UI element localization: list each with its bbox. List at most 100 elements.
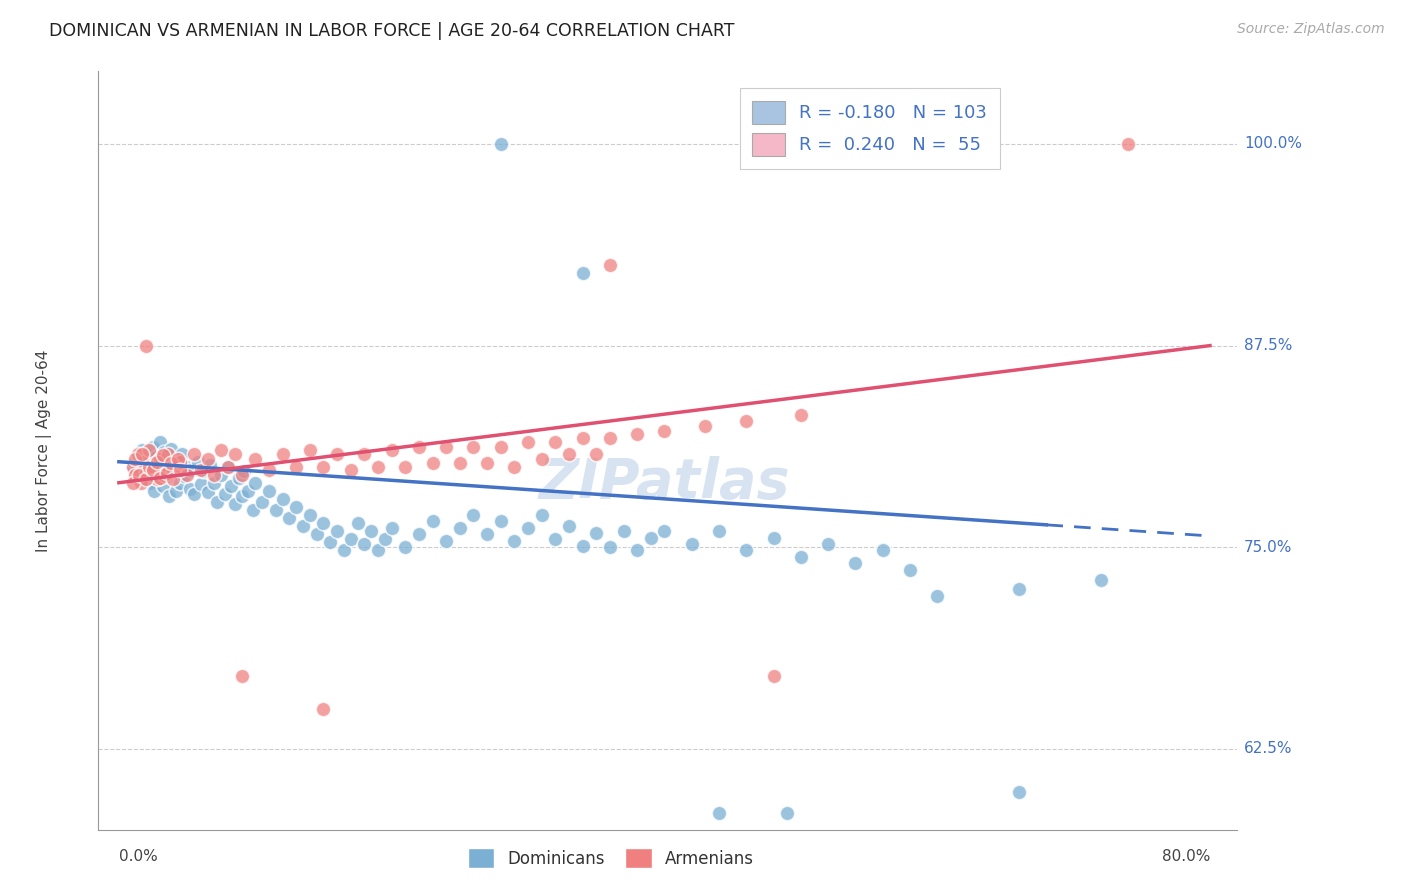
Point: [463, 508, 485, 522]
Point: [124, 467, 146, 482]
Point: [434, 533, 457, 548]
Point: [145, 450, 167, 464]
Point: [180, 463, 202, 477]
Point: [257, 483, 280, 498]
Point: [125, 463, 148, 477]
Point: [707, 524, 730, 538]
Point: [183, 487, 205, 501]
Point: [238, 483, 260, 498]
Point: [202, 475, 225, 490]
Point: [179, 482, 201, 496]
Point: [285, 459, 308, 474]
Point: [762, 669, 785, 683]
Point: [339, 463, 361, 477]
Point: [374, 532, 396, 546]
Point: [1090, 573, 1112, 587]
Point: [654, 424, 676, 438]
Point: [176, 459, 198, 474]
Point: [463, 440, 485, 454]
Legend: Dominicans, Armenians: Dominicans, Armenians: [461, 842, 761, 874]
Point: [626, 543, 648, 558]
Point: [654, 524, 676, 538]
Point: [159, 456, 181, 470]
Point: [475, 527, 498, 541]
Point: [135, 338, 157, 352]
Point: [681, 537, 703, 551]
Point: [156, 447, 179, 461]
Point: [176, 467, 198, 482]
Point: [156, 459, 179, 474]
Point: [135, 473, 157, 487]
Point: [197, 485, 219, 500]
Point: [326, 524, 349, 538]
Point: [558, 447, 581, 461]
Text: 87.5%: 87.5%: [1244, 338, 1292, 353]
Point: [128, 467, 150, 482]
Point: [214, 487, 236, 501]
Point: [166, 451, 188, 466]
Point: [449, 521, 471, 535]
Point: [205, 495, 228, 509]
Point: [326, 447, 349, 461]
Text: ZIPatlas: ZIPatlas: [538, 456, 790, 509]
Point: [585, 447, 607, 461]
Point: [162, 473, 184, 487]
Point: [245, 451, 267, 466]
Point: [142, 440, 165, 454]
Point: [626, 427, 648, 442]
Point: [169, 475, 191, 490]
Text: 80.0%: 80.0%: [1161, 849, 1211, 864]
Point: [219, 479, 242, 493]
Point: [136, 466, 159, 480]
Point: [129, 475, 152, 490]
Point: [142, 463, 165, 477]
Point: [599, 541, 621, 555]
Point: [124, 456, 146, 470]
Point: [612, 524, 634, 538]
Point: [571, 266, 593, 280]
Point: [1116, 136, 1139, 151]
Point: [408, 440, 430, 454]
Point: [360, 524, 382, 538]
Point: [640, 531, 662, 545]
Point: [599, 431, 621, 445]
Point: [544, 532, 567, 546]
Point: [517, 521, 540, 535]
Point: [353, 447, 375, 461]
Text: 62.5%: 62.5%: [1244, 741, 1292, 756]
Point: [166, 456, 188, 470]
Text: 100.0%: 100.0%: [1244, 136, 1302, 152]
Point: [844, 557, 866, 571]
Point: [146, 473, 169, 487]
Point: [707, 806, 730, 821]
Point: [159, 442, 181, 456]
Point: [197, 451, 219, 466]
Point: [149, 471, 172, 485]
Point: [209, 443, 232, 458]
Point: [264, 503, 287, 517]
Point: [790, 408, 813, 422]
Point: [333, 543, 356, 558]
Point: [599, 258, 621, 272]
Point: [544, 435, 567, 450]
Point: [339, 532, 361, 546]
Point: [305, 527, 328, 541]
Point: [193, 465, 215, 479]
Point: [217, 459, 239, 474]
Point: [408, 527, 430, 541]
Point: [312, 701, 335, 715]
Point: [135, 447, 157, 461]
Point: [209, 467, 232, 482]
Point: [190, 477, 212, 491]
Point: [127, 447, 149, 461]
Point: [233, 465, 256, 479]
Point: [135, 466, 157, 480]
Point: [517, 435, 540, 450]
Point: [157, 489, 180, 503]
Point: [872, 543, 894, 558]
Point: [271, 491, 294, 506]
Point: [898, 563, 921, 577]
Point: [695, 419, 717, 434]
Point: [298, 443, 321, 458]
Point: [790, 549, 813, 564]
